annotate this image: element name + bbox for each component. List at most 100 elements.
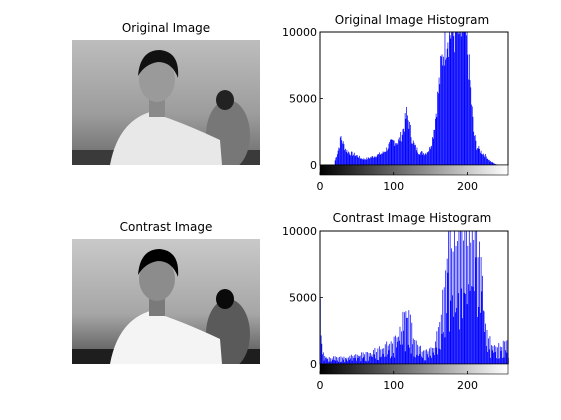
histogram-bar [408, 129, 409, 165]
histogram-bar [361, 352, 362, 364]
histogram-bar [360, 356, 361, 364]
histogram-bar [467, 32, 468, 165]
histogram-bar [494, 345, 495, 364]
histogram-bar [468, 79, 469, 165]
histogram-bar [400, 132, 401, 165]
histogram-bar [396, 143, 397, 165]
histogram-bar [349, 155, 350, 165]
x-tick-label: 100 [383, 180, 404, 193]
histogram-bar [473, 117, 474, 165]
histogram-bar [490, 358, 491, 364]
histogram-bar [396, 347, 397, 364]
histogram-bar [369, 353, 370, 364]
histogram-bar [354, 355, 355, 364]
original-histogram: Original Image Histogram 05000100000 100 2… [282, 13, 508, 193]
histogram-bar [484, 155, 485, 165]
histogram-bar [432, 348, 433, 364]
histogram-bar [437, 354, 438, 364]
histogram-bar [495, 347, 496, 364]
histogram-bar [387, 354, 388, 364]
histogram-bar [493, 346, 494, 364]
histogram-bar [462, 318, 463, 364]
histogram-bar [421, 356, 422, 364]
histogram-bar [383, 152, 384, 165]
histogram-bar [486, 157, 487, 165]
histogram-bar [468, 284, 469, 364]
histogram-bar [412, 144, 413, 165]
histogram-bar [498, 359, 499, 364]
histogram-bar [397, 143, 398, 165]
histogram-bar [506, 341, 507, 364]
histogram-bar [438, 327, 439, 364]
histogram-bar [411, 137, 412, 165]
histogram-bar [445, 337, 446, 364]
histogram-bar [470, 291, 471, 364]
histogram-bar [405, 351, 406, 364]
histogram-bar [380, 357, 381, 364]
histogram-bar [372, 156, 373, 165]
histogram-bar [402, 135, 403, 165]
histogram-bar [490, 161, 491, 165]
histogram-bar [333, 356, 334, 364]
y-tick-label: 0 [310, 358, 317, 371]
histogram-bar [369, 159, 370, 165]
histogram-bar [436, 331, 437, 364]
histogram-bar [402, 345, 403, 364]
histogram-bar [447, 259, 448, 364]
histogram-bar [446, 58, 447, 165]
histogram-bar [479, 307, 480, 364]
histogram-bar [456, 246, 457, 364]
histogram-bar [457, 32, 458, 165]
histogram-bar [386, 342, 387, 364]
histogram-bar [388, 346, 389, 364]
histogram-bar [479, 146, 480, 165]
histogram-bar [484, 332, 485, 364]
histogram-bar [490, 161, 491, 165]
histogram-bar [365, 159, 366, 165]
histogram-bar [455, 32, 456, 165]
histogram-bar [398, 139, 399, 165]
histogram-bar [397, 145, 398, 165]
histogram-bar [476, 231, 477, 364]
histogram-bar [352, 356, 353, 364]
histogram-bar [434, 130, 435, 165]
histogram-bar [413, 339, 414, 364]
histogram-bar [483, 310, 484, 364]
histogram-bar [336, 157, 337, 165]
histogram-bar [419, 154, 420, 165]
histogram-bar [393, 140, 394, 165]
histogram-bar [425, 360, 426, 364]
histogram-bar [437, 92, 438, 165]
histogram-bar [474, 291, 475, 364]
histogram-bar [436, 117, 437, 165]
histogram-bar [354, 153, 355, 165]
histogram-bar [477, 148, 478, 165]
histogram-bar [458, 293, 459, 364]
histogram-bar [425, 153, 426, 165]
histogram-bar [346, 152, 347, 165]
histogram-bar [423, 351, 424, 365]
histogram-bar [445, 60, 446, 165]
histogram-bar [406, 311, 407, 364]
histogram-bar [451, 32, 452, 165]
histogram-bar [477, 317, 478, 364]
histogram-bar [323, 352, 324, 364]
histogram-bar [449, 332, 450, 364]
histogram-bar [395, 336, 396, 364]
histogram-bar [358, 356, 359, 364]
histogram-bar [504, 358, 505, 364]
histogram-bar [432, 137, 433, 165]
histogram-bar [459, 32, 460, 165]
histogram-bar [471, 286, 472, 364]
histogram-bar [375, 156, 376, 165]
histogram-bar [435, 341, 436, 364]
histogram-bar [442, 290, 443, 364]
histogram-bar [349, 153, 350, 165]
histogram-bar [465, 294, 466, 364]
histogram-bar [413, 141, 414, 165]
histogram-bar [358, 358, 359, 364]
histogram-bar [441, 57, 442, 165]
histogram-bar [452, 295, 453, 364]
histogram-bar [381, 357, 382, 364]
histogram-bar [364, 357, 365, 364]
